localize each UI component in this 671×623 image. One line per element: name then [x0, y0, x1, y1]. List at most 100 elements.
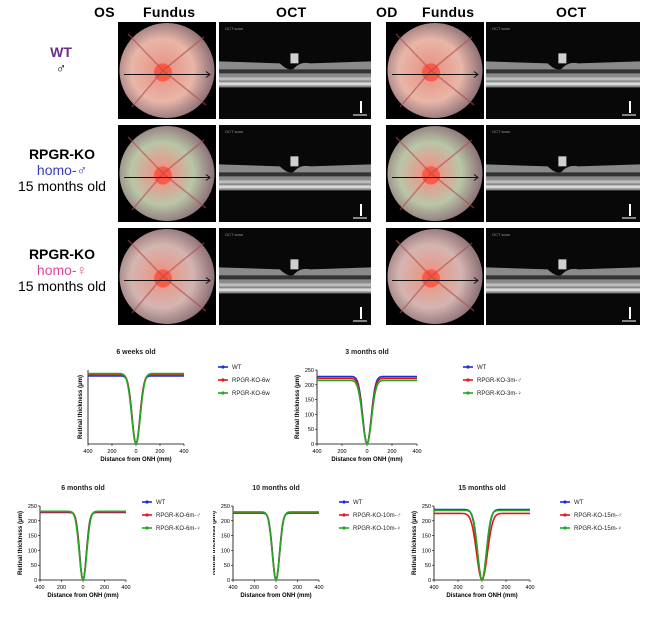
- legend-marker: [221, 365, 225, 369]
- x-tick-label: 400: [179, 449, 188, 455]
- series-line-1: [317, 377, 417, 446]
- fundus-image: [118, 228, 216, 325]
- y-tick-label: 0: [227, 578, 230, 584]
- legend-label: RPGR-KO-3m-♀: [477, 391, 522, 397]
- legend-label: WT: [156, 500, 166, 506]
- fundus-image: [386, 22, 484, 119]
- fundus-image: [118, 22, 216, 119]
- chart-title: 6 weeks old: [116, 349, 155, 356]
- series-line-2: [88, 372, 184, 446]
- legend-marker: [466, 391, 470, 395]
- y-tick-label: 200: [422, 519, 431, 525]
- x-tick-label: 0: [480, 585, 483, 591]
- y-tick-label: 200: [28, 519, 37, 525]
- chart-title: 3 months old: [345, 349, 389, 356]
- legend-label: WT: [574, 500, 584, 506]
- x-tick-label: 200: [337, 449, 346, 455]
- x-tick-label: 400: [412, 449, 421, 455]
- x-tick-label: 400: [312, 449, 321, 455]
- fundus-image: [386, 228, 484, 325]
- x-tick-label: 200: [250, 585, 259, 591]
- legend-label: RPGR-KO-15m-♀: [574, 526, 622, 532]
- y-tick-label: 0: [428, 578, 431, 584]
- series-line-2: [233, 511, 319, 583]
- series-line-2: [40, 510, 126, 583]
- oct-image: OCT scan: [486, 22, 640, 119]
- series-line-0: [40, 511, 126, 583]
- header-od: OD: [376, 4, 398, 20]
- row-title: WT: [50, 44, 72, 60]
- oct-image: OCT scan: [219, 22, 371, 119]
- legend-marker: [221, 378, 225, 382]
- y-tick-label: 150: [305, 398, 314, 404]
- row-label-ko-female: RPGR-KO homo-♀ 15 months old: [10, 246, 114, 294]
- y-tick-label: 150: [221, 534, 230, 540]
- svg-text:OCT scan: OCT scan: [225, 232, 243, 237]
- row-age: 15 months old: [18, 178, 106, 194]
- x-axis-label: Distance from ONH (mm): [446, 593, 517, 599]
- y-tick-label: 150: [422, 534, 431, 540]
- header-fundus-right: Fundus: [422, 4, 475, 20]
- y-tick-label: 50: [425, 563, 431, 569]
- x-tick-label: 400: [314, 585, 323, 591]
- series-line-0: [88, 375, 184, 447]
- legend-label: RPGR-KO-6w-♀: [232, 391, 270, 397]
- x-tick-label: 200: [501, 585, 510, 591]
- series-line-0: [317, 375, 417, 447]
- y-axis-label: Retinal thickness (μm): [213, 511, 217, 575]
- series-line-0: [434, 508, 530, 582]
- legend-marker: [342, 500, 346, 504]
- x-tick-label: 200: [387, 449, 396, 455]
- x-tick-label: 400: [228, 585, 237, 591]
- y-axis-label: Retinal thickness (μm): [78, 375, 84, 439]
- series-line-0: [233, 512, 319, 583]
- y-tick-label: 50: [224, 563, 230, 569]
- header-oct-left: OCT: [276, 4, 307, 20]
- y-tick-label: 100: [305, 412, 314, 418]
- legend-label: WT: [477, 365, 487, 371]
- series-line-2: [317, 379, 417, 446]
- x-tick-label: 200: [57, 585, 66, 591]
- x-tick-label: 200: [155, 449, 164, 455]
- legend-marker: [342, 526, 346, 530]
- y-tick-label: 200: [221, 519, 230, 525]
- row-age: 15 months old: [18, 278, 106, 294]
- legend-label: RPGR-KO-6m-♀: [156, 526, 201, 532]
- legend-marker: [563, 513, 567, 517]
- oct-image: OCT scan: [219, 228, 371, 325]
- x-tick-label: 400: [525, 585, 534, 591]
- header-fundus-left: Fundus: [143, 4, 196, 20]
- row-sex: ♂: [55, 60, 67, 76]
- y-tick-label: 250: [28, 504, 37, 510]
- y-tick-label: 250: [221, 504, 230, 510]
- legend-marker: [563, 526, 567, 530]
- x-tick-label: 400: [83, 449, 92, 455]
- y-tick-label: 100: [221, 548, 230, 554]
- svg-text:OCT scan: OCT scan: [492, 129, 510, 134]
- legend-label: RPGR-KO-15m-♂: [574, 513, 622, 519]
- y-tick-label: 50: [31, 563, 37, 569]
- svg-text:OCT scan: OCT scan: [492, 26, 510, 31]
- legend-marker: [145, 500, 149, 504]
- y-tick-label: 100: [28, 548, 37, 554]
- chart-title: 6 months old: [61, 485, 105, 492]
- legend-marker: [221, 391, 225, 395]
- y-tick-label: 250: [305, 368, 314, 374]
- y-axis-label: Retinal thickness (μm): [18, 511, 24, 575]
- row-title: RPGR-KO: [28, 246, 96, 262]
- x-tick-label: 400: [35, 585, 44, 591]
- legend-marker: [466, 365, 470, 369]
- oct-image: OCT scan: [486, 125, 640, 222]
- legend-label: RPGR-KO-6m-♂: [156, 513, 201, 519]
- series-line-1: [233, 511, 319, 583]
- series-line-1: [40, 511, 126, 583]
- y-tick-label: 150: [28, 534, 37, 540]
- x-tick-label: 400: [121, 585, 130, 591]
- y-tick-label: 0: [34, 578, 37, 584]
- fundus-image: [118, 125, 216, 222]
- legend-label: RPGR-KO-6w-♂: [232, 378, 270, 384]
- row-title: RPGR-KO: [28, 146, 96, 162]
- svg-text:OCT scan: OCT scan: [492, 232, 510, 237]
